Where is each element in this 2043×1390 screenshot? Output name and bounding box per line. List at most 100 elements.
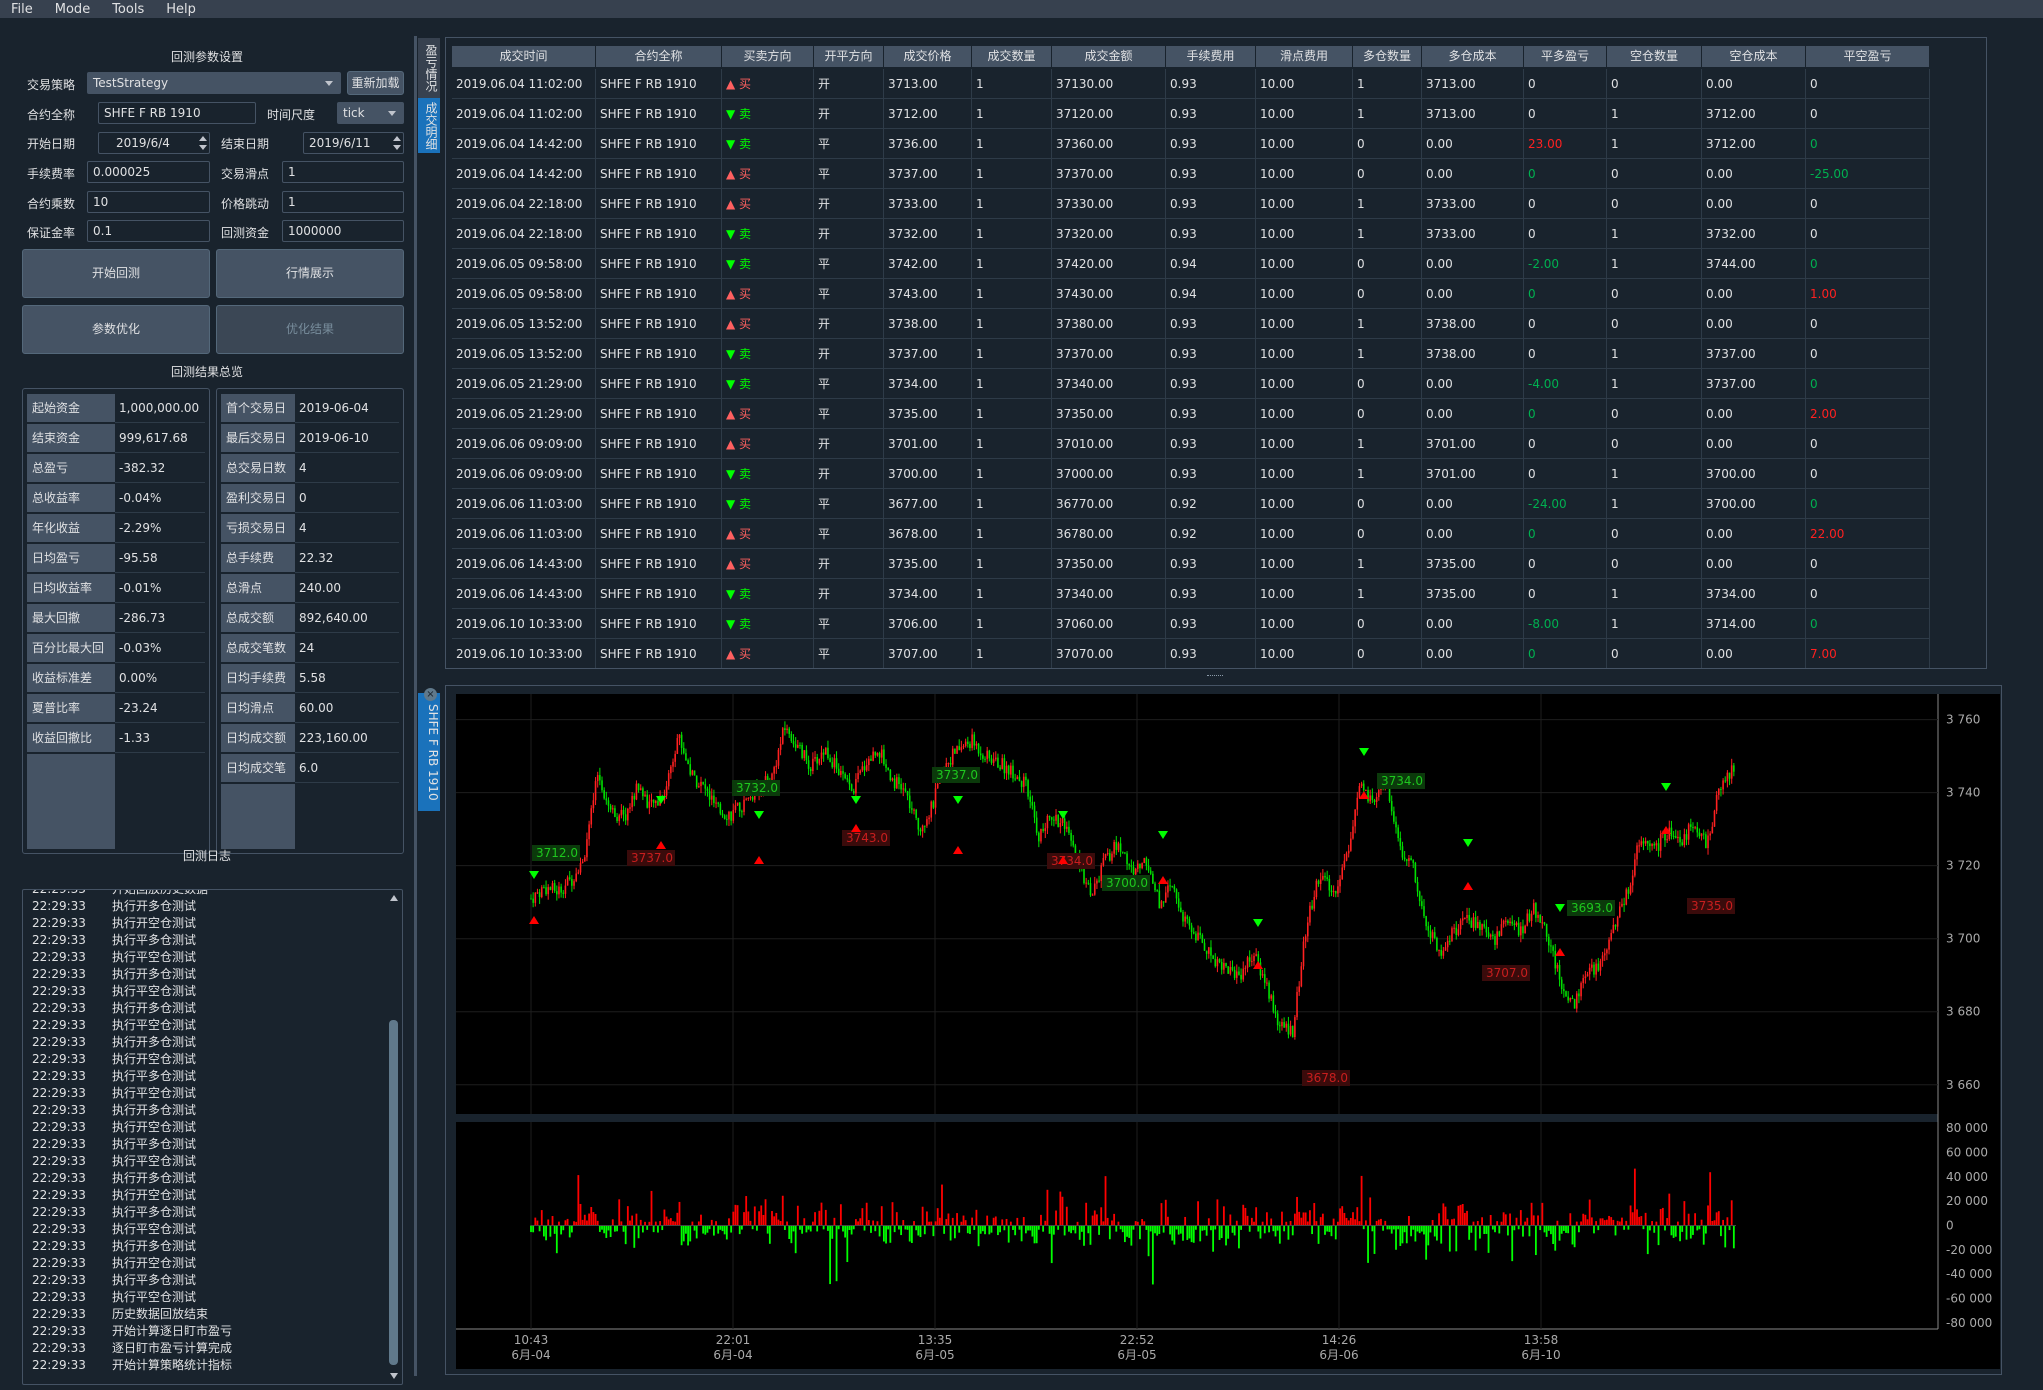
candle-body xyxy=(1610,932,1612,940)
log-panel: 22:29:33 开始回放历史数据 22:29:33 执行开多仓测试 22:29:33 执… xyxy=(22,889,403,1385)
margin-input[interactable]: 0.1 xyxy=(87,220,210,242)
column-header[interactable]: 空仓成本 xyxy=(1702,46,1806,67)
volume-bar xyxy=(717,1225,720,1234)
menu-tools[interactable]: Tools xyxy=(112,1,145,17)
candle-body xyxy=(1524,925,1526,934)
optimize-button[interactable]: 参数优化 xyxy=(22,305,210,354)
show-market-button[interactable]: 行情展示 xyxy=(216,249,404,298)
table-cell: 0 xyxy=(1524,99,1607,129)
candle-body xyxy=(609,805,612,810)
start-backtest-button[interactable]: 开始回测 xyxy=(22,249,210,298)
tab-trades[interactable]: 成交明细 xyxy=(418,98,440,153)
close-icon[interactable]: × xyxy=(424,688,437,701)
column-header[interactable]: 多仓成本 xyxy=(1422,46,1524,67)
table-scrollbar-thumb[interactable] xyxy=(1986,62,1987,522)
symbol-input[interactable]: SHFE F RB 1910 xyxy=(98,102,256,124)
spin-down-icon[interactable] xyxy=(199,145,207,150)
volume-bar xyxy=(1375,1220,1378,1226)
column-header[interactable]: 买卖方向 xyxy=(722,46,814,67)
spin-up-icon[interactable] xyxy=(393,136,401,141)
end-date-input[interactable]: 2019/6/11 xyxy=(303,132,404,154)
volume-bar xyxy=(1633,1168,1636,1226)
column-header[interactable]: 平空盈亏 xyxy=(1806,46,1930,67)
candle-body xyxy=(1253,955,1255,962)
candle-body xyxy=(1100,865,1103,882)
volume-bar xyxy=(661,1225,664,1231)
scroll-down-icon[interactable] xyxy=(390,1373,398,1379)
stat-row: 总盈亏 -382.32 xyxy=(27,454,205,483)
column-header[interactable]: 成交时间 xyxy=(452,46,596,67)
log-message: 开始计算策略统计指标 xyxy=(112,1358,233,1372)
volume-bar xyxy=(702,1225,705,1234)
volume-bar xyxy=(844,1225,847,1238)
candle-body xyxy=(1550,945,1552,947)
column-header[interactable]: 手续费用 xyxy=(1166,46,1256,67)
rate-input[interactable]: 0.000025 xyxy=(87,161,210,183)
table-cell: 3713.00 xyxy=(884,69,972,99)
column-header[interactable]: 成交数量 xyxy=(972,46,1052,67)
spin-up-icon[interactable] xyxy=(199,136,207,141)
column-header[interactable]: 多仓数量 xyxy=(1353,46,1422,67)
column-header[interactable]: 平多盈亏 xyxy=(1524,46,1607,67)
volume-bar xyxy=(1293,1213,1296,1226)
table-cell: 10.00 xyxy=(1256,609,1353,639)
volume-bar xyxy=(1108,1225,1111,1240)
candle-body xyxy=(568,877,571,880)
candle-body xyxy=(1649,843,1651,847)
reload-button[interactable]: 重新加载 xyxy=(347,71,404,95)
candle-body xyxy=(1474,917,1477,928)
interval-combo[interactable]: tick xyxy=(337,102,404,124)
sell-marker-icon xyxy=(851,796,861,804)
menu-help[interactable]: Help xyxy=(166,1,196,17)
trade-label-bg xyxy=(1482,965,1530,981)
scroll-down-icon[interactable] xyxy=(1986,652,1987,658)
splitter-handle[interactable] xyxy=(1207,675,1223,678)
table-cell: 10.00 xyxy=(1256,339,1353,369)
column-header[interactable]: 成交金额 xyxy=(1052,46,1166,67)
volume-bar xyxy=(1638,1216,1641,1226)
column-header[interactable]: 成交价格 xyxy=(884,46,972,67)
volume-bar xyxy=(570,1225,573,1233)
slippage-input[interactable]: 1 xyxy=(282,161,404,183)
volume-bar xyxy=(956,1213,958,1226)
stat-label: 日均收益率 xyxy=(27,574,115,603)
log-scrollbar-thumb[interactable] xyxy=(389,1020,398,1365)
volume-bar xyxy=(1588,1199,1591,1226)
splitter[interactable] xyxy=(414,36,417,1376)
tab-chart[interactable]: SHFE F RB 1910 xyxy=(418,693,440,811)
volume-bar xyxy=(1360,1175,1363,1226)
stat-value: 1,000,000.00 xyxy=(115,394,205,423)
start-date-input[interactable]: 2019/6/4 xyxy=(98,132,210,154)
candle-body xyxy=(1416,881,1419,892)
table-cell: 0 xyxy=(1353,249,1422,279)
pricetick-input[interactable]: 1 xyxy=(282,191,404,213)
table-cell: 0.93 xyxy=(1166,189,1256,219)
strategy-combo[interactable]: TestStrategy xyxy=(87,72,341,94)
candle-body xyxy=(949,762,952,765)
volume-bar xyxy=(1698,1225,1701,1230)
table-cell: 37130.00 xyxy=(1052,69,1166,99)
scroll-up-icon[interactable] xyxy=(1986,48,1987,54)
size-input[interactable]: 10 xyxy=(87,191,210,213)
candle-body xyxy=(614,808,616,817)
column-header[interactable]: 合约全称 xyxy=(596,46,722,67)
column-header[interactable]: 空仓数量 xyxy=(1607,46,1702,67)
spin-down-icon[interactable] xyxy=(393,145,401,150)
column-header[interactable]: 开平方向 xyxy=(814,46,884,67)
table-cell: 1 xyxy=(1607,339,1702,369)
time-tick-label: 13:58 xyxy=(1524,1333,1559,1347)
tab-pnl[interactable]: 盈亏情况 xyxy=(418,38,440,98)
candle-body xyxy=(982,755,984,759)
stat-row: 结束资金 999,617.68 xyxy=(27,424,205,453)
candle-body xyxy=(822,752,825,755)
candle-body xyxy=(1218,959,1221,962)
menu-file[interactable]: File xyxy=(11,1,33,17)
scroll-up-icon[interactable] xyxy=(390,895,398,901)
volume-bar xyxy=(665,1216,668,1226)
capital-input[interactable]: 1000000 xyxy=(282,220,404,242)
menu-mode[interactable]: Mode xyxy=(54,1,91,17)
table-scrollbar[interactable] xyxy=(1984,46,1987,660)
column-header[interactable]: 滑点费用 xyxy=(1256,46,1353,67)
volume-bar xyxy=(1371,1225,1374,1232)
log-scrollbar[interactable] xyxy=(387,890,401,1384)
